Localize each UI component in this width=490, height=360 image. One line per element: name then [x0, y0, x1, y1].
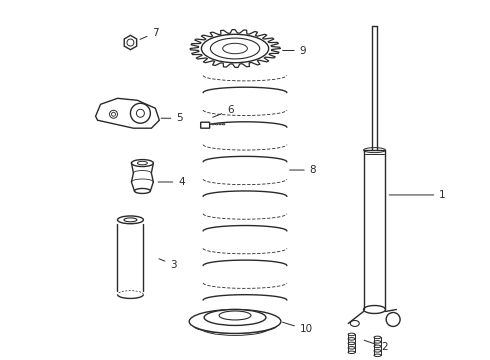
Text: 4: 4 [158, 177, 185, 187]
Ellipse shape [350, 320, 359, 327]
Polygon shape [96, 98, 159, 128]
Circle shape [386, 312, 400, 327]
Circle shape [136, 109, 145, 117]
Ellipse shape [134, 189, 150, 193]
Text: 6: 6 [213, 105, 234, 117]
Text: 5: 5 [161, 113, 183, 123]
Ellipse shape [348, 342, 355, 345]
Ellipse shape [189, 310, 281, 333]
Circle shape [127, 39, 134, 46]
Circle shape [130, 103, 150, 123]
Ellipse shape [219, 123, 221, 125]
Polygon shape [124, 35, 137, 50]
Ellipse shape [204, 310, 266, 325]
Ellipse shape [223, 43, 247, 54]
Ellipse shape [201, 34, 269, 63]
Ellipse shape [374, 336, 381, 339]
FancyBboxPatch shape [201, 122, 210, 128]
Ellipse shape [124, 218, 137, 222]
Text: 8: 8 [290, 165, 317, 175]
Ellipse shape [131, 159, 153, 167]
Text: 7: 7 [140, 28, 159, 40]
Ellipse shape [216, 123, 218, 125]
Ellipse shape [137, 161, 147, 165]
Text: 10: 10 [283, 322, 313, 334]
Ellipse shape [374, 354, 381, 356]
Ellipse shape [348, 347, 355, 349]
Circle shape [110, 110, 118, 118]
Text: 2: 2 [364, 340, 388, 352]
Ellipse shape [210, 38, 260, 59]
Ellipse shape [374, 345, 381, 348]
Ellipse shape [374, 341, 381, 343]
Ellipse shape [348, 351, 355, 354]
Ellipse shape [212, 123, 214, 125]
Ellipse shape [348, 333, 355, 336]
Text: 1: 1 [389, 190, 446, 200]
Ellipse shape [219, 311, 251, 320]
Text: 3: 3 [159, 259, 177, 270]
Ellipse shape [348, 338, 355, 340]
Text: 9: 9 [283, 45, 306, 55]
Ellipse shape [118, 216, 144, 224]
Circle shape [112, 112, 116, 116]
Ellipse shape [222, 123, 225, 125]
Ellipse shape [374, 350, 381, 352]
